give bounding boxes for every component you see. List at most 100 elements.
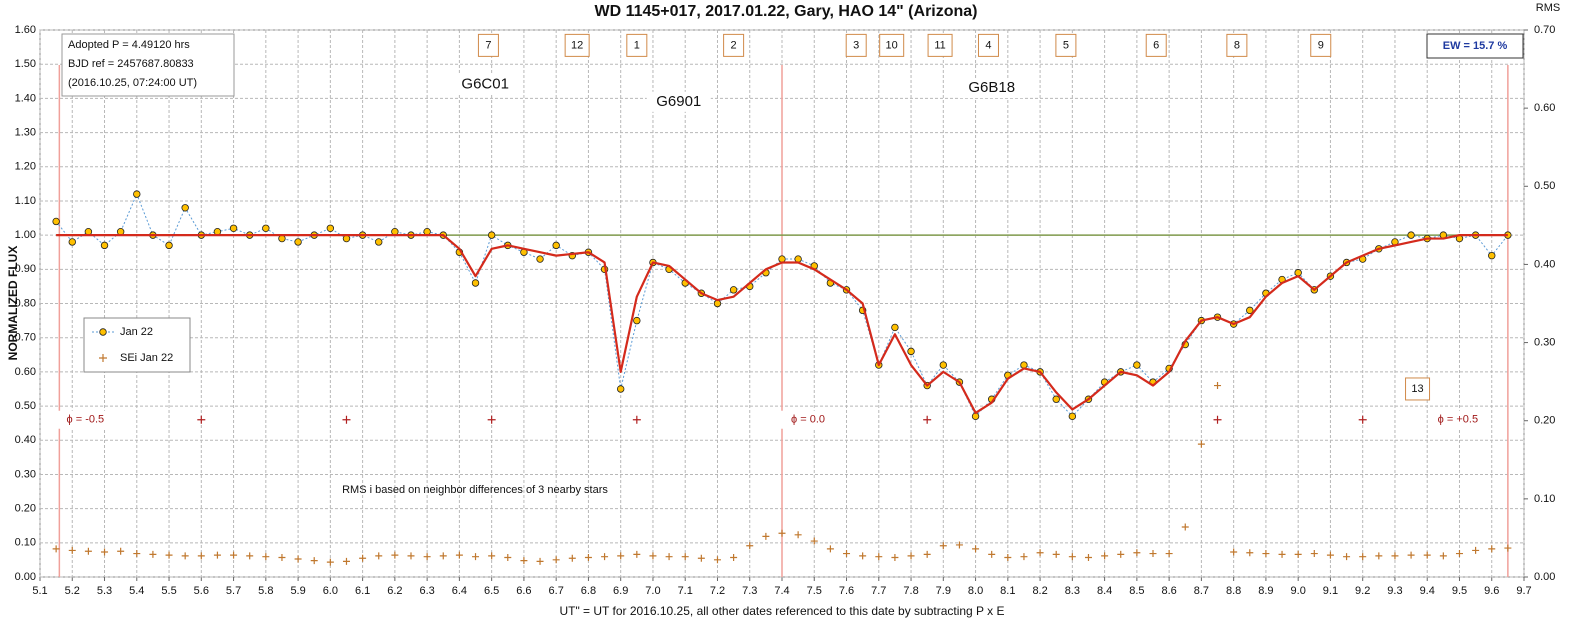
data-point bbox=[116, 228, 125, 236]
phase-tick bbox=[632, 415, 641, 424]
data-point bbox=[681, 553, 689, 561]
x-tick-label: 6.4 bbox=[452, 585, 467, 597]
y-tick-label: 1.60 bbox=[15, 24, 36, 36]
data-point bbox=[665, 553, 673, 561]
data-point bbox=[52, 545, 60, 553]
data-point bbox=[1294, 550, 1302, 558]
data-point bbox=[100, 241, 109, 250]
x-tick-label: 8.9 bbox=[1258, 585, 1273, 597]
x-tick-label: 6.5 bbox=[484, 585, 499, 597]
data-point bbox=[1214, 382, 1222, 390]
x-tick-label: 6.9 bbox=[613, 585, 628, 597]
data-point bbox=[988, 550, 996, 558]
data-point bbox=[165, 551, 173, 559]
data-point bbox=[875, 553, 883, 561]
data-point bbox=[52, 217, 60, 226]
data-point bbox=[326, 224, 335, 232]
dip-label: 2 bbox=[731, 39, 737, 51]
info-box: Adopted P = 4.49120 hrs BJD ref = 245768… bbox=[61, 33, 235, 97]
data-point bbox=[891, 323, 899, 332]
data-point bbox=[907, 347, 915, 356]
data-point bbox=[568, 554, 576, 562]
x-tick-label: 9.2 bbox=[1355, 585, 1370, 597]
data-point bbox=[972, 545, 980, 553]
data-point bbox=[713, 556, 721, 564]
data-point bbox=[488, 552, 496, 560]
data-point bbox=[294, 555, 302, 563]
data-point bbox=[1488, 251, 1496, 260]
data-point bbox=[326, 558, 334, 566]
legend-label: SEi Jan 22 bbox=[120, 352, 173, 364]
data-point bbox=[262, 553, 270, 561]
data-point bbox=[407, 552, 415, 560]
info-frame bbox=[61, 33, 235, 97]
data-point bbox=[1165, 550, 1173, 558]
phase-label-bg bbox=[58, 410, 113, 429]
data-point bbox=[84, 547, 92, 555]
data-point bbox=[101, 548, 109, 556]
data-point bbox=[1407, 551, 1415, 559]
phase-label: ϕ = 0.0 bbox=[791, 414, 825, 426]
data-point bbox=[230, 551, 238, 559]
data-point bbox=[1391, 552, 1399, 560]
x-tick-label: 9.7 bbox=[1516, 585, 1531, 597]
data-point bbox=[359, 554, 367, 562]
x-tick-label: 5.1 bbox=[32, 585, 47, 597]
data-point bbox=[552, 241, 560, 250]
data-point bbox=[1504, 544, 1512, 552]
dip-label: 13 bbox=[1411, 383, 1423, 395]
dip-box bbox=[723, 33, 745, 57]
data-point bbox=[810, 537, 818, 545]
x-tick-label: 8.1 bbox=[1000, 585, 1015, 597]
phase-label-bg bbox=[781, 410, 835, 429]
data-point bbox=[1488, 545, 1496, 553]
phase-tick bbox=[1213, 415, 1222, 424]
x-tick-label: 9.3 bbox=[1387, 585, 1402, 597]
x-tick-label: 7.3 bbox=[742, 585, 757, 597]
chart-title: WD 1145+017, 2017.01.22, Gary, HAO 14" (… bbox=[594, 3, 977, 20]
data-point bbox=[794, 531, 802, 539]
x-tick-label: 7.8 bbox=[903, 585, 918, 597]
x-tick-label: 5.3 bbox=[97, 585, 112, 597]
y-tick-label: 1.10 bbox=[15, 195, 36, 207]
data-point bbox=[181, 552, 189, 560]
data-point bbox=[1375, 552, 1383, 560]
dip-label: 6 bbox=[1153, 39, 1159, 51]
x-tick-label: 7.4 bbox=[774, 585, 789, 597]
data-point bbox=[149, 550, 157, 558]
x-tick-label: 5.2 bbox=[65, 585, 80, 597]
data-point bbox=[310, 557, 318, 565]
x-tick-label: 9.4 bbox=[1420, 585, 1435, 597]
data-point bbox=[375, 238, 383, 246]
x-tick-label: 8.5 bbox=[1129, 585, 1144, 597]
legend-swatch bbox=[99, 328, 107, 336]
y2-tick-label: 0.40 bbox=[1534, 258, 1555, 270]
data-point bbox=[262, 224, 270, 232]
data-point bbox=[1310, 550, 1318, 558]
y-tick-label: 0.80 bbox=[15, 297, 36, 309]
data-point bbox=[1068, 412, 1077, 421]
y-tick-label: 0.00 bbox=[15, 571, 36, 583]
data-point bbox=[729, 286, 738, 294]
y-tick-label: 1.20 bbox=[15, 161, 36, 173]
dip-box bbox=[477, 33, 499, 57]
dip-label: 11 bbox=[934, 39, 945, 51]
dip-box bbox=[879, 33, 905, 57]
x-tick-label: 8.8 bbox=[1226, 585, 1241, 597]
data-point bbox=[971, 412, 980, 421]
data-point bbox=[117, 547, 125, 555]
x-tick-label: 6.8 bbox=[581, 585, 596, 597]
y-tick-label: 1.50 bbox=[15, 58, 36, 70]
legend-frame bbox=[83, 317, 191, 373]
phase-label: ϕ = -0.5 bbox=[67, 414, 105, 426]
group-label-bg bbox=[959, 78, 1024, 99]
data-point bbox=[1359, 553, 1367, 561]
data-point bbox=[1246, 306, 1254, 315]
data-point bbox=[843, 550, 851, 558]
data-point bbox=[342, 234, 351, 243]
data-point bbox=[1052, 550, 1060, 558]
data-point bbox=[246, 552, 254, 560]
x-tick-label: 6.0 bbox=[323, 585, 338, 597]
x-tick-label: 8.3 bbox=[1065, 585, 1080, 597]
dip-label: 5 bbox=[1063, 39, 1069, 51]
